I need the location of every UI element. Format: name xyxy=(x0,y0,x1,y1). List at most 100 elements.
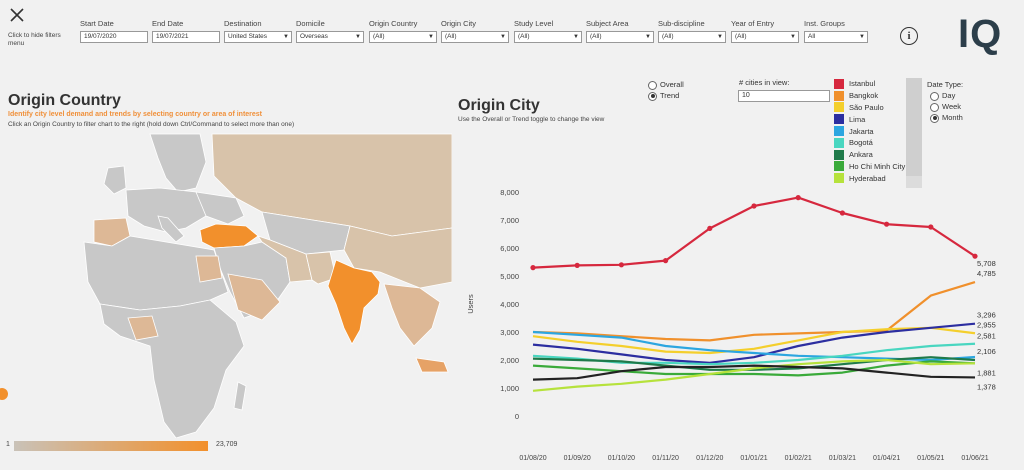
date-type-week[interactable]: Week xyxy=(930,102,961,112)
info-icon[interactable]: i xyxy=(900,27,918,45)
legend-swatch xyxy=(834,161,844,172)
sub-discipline-select[interactable]: (All) ▼ xyxy=(658,31,726,43)
origin-city-trend-chart[interactable]: 0 1,000 2,000 3,000 4,000 5,000 6,000 7,000 8,00… xyxy=(455,180,1024,470)
view-option-overall[interactable]: Overall xyxy=(648,80,684,90)
legend-scrollbar-thumb[interactable] xyxy=(906,78,922,176)
filter-origin-city[interactable]: Origin City (All) ▼ xyxy=(441,19,509,43)
x-tick-label: 01/01/21 xyxy=(740,455,767,462)
legend-swatch xyxy=(834,126,844,137)
end-value-label: 3,296 xyxy=(977,311,996,320)
map-region-saudi[interactable] xyxy=(227,273,281,321)
map-region-scandinavia[interactable] xyxy=(149,133,207,193)
filter-label: Origin City xyxy=(441,19,477,28)
legend-item[interactable]: Bogotá xyxy=(834,137,905,149)
legend-swatch xyxy=(834,173,844,184)
map-region-se-asia[interactable] xyxy=(383,283,441,347)
series-point xyxy=(928,224,934,230)
map-region-india[interactable] xyxy=(327,259,381,345)
series-point xyxy=(884,221,890,227)
map-region-uk[interactable] xyxy=(103,165,127,195)
legend-item[interactable]: São Paulo xyxy=(834,102,905,114)
legend-item[interactable]: Istanbul xyxy=(834,78,905,90)
map-region-pakistan[interactable] xyxy=(305,251,337,285)
series-point xyxy=(530,265,536,271)
map-region-italy[interactable] xyxy=(157,215,185,243)
legend-item[interactable]: Bangkok xyxy=(834,90,905,102)
x-tick-label: 01/12/20 xyxy=(696,455,723,462)
legend-item[interactable]: Jakarta xyxy=(834,125,905,137)
legend-item[interactable]: Hyderabad xyxy=(834,172,905,184)
dropdown-arrow-icon: ▼ xyxy=(428,34,434,40)
filter-label: Study Level xyxy=(514,19,554,28)
filter-study-level[interactable]: Study Level (All) ▼ xyxy=(514,19,582,43)
radio-button[interactable] xyxy=(648,91,657,101)
map-region-indonesia[interactable] xyxy=(415,357,449,373)
map-region-east-europe[interactable] xyxy=(195,191,245,225)
filter-subject-area[interactable]: Subject Area (All) ▼ xyxy=(586,19,654,43)
domicile-select[interactable]: Overseas ▼ xyxy=(296,31,364,43)
destination-select[interactable]: United States ▼ xyxy=(224,31,292,43)
dropdown-arrow-icon: ▼ xyxy=(790,34,796,40)
legend-swatch xyxy=(834,102,844,113)
filter-year-of-entry[interactable]: Year of Entry (All) ▼ xyxy=(731,19,799,43)
year-of-entry-select[interactable]: (All) ▼ xyxy=(731,31,799,43)
series-point xyxy=(795,195,801,201)
y-tick-label: 7,000 xyxy=(500,216,519,225)
x-tick-label: 01/04/21 xyxy=(873,455,900,462)
origin-country-hint: Click an Origin Country to filter chart … xyxy=(8,121,295,128)
filter-label: End Date xyxy=(152,19,184,28)
filter-domicile[interactable]: Domicile Overseas ▼ xyxy=(296,19,364,43)
date-type-label: Date Type: xyxy=(927,80,964,89)
map-region-egypt[interactable] xyxy=(195,255,223,283)
end-date-input[interactable]: 19/07/2021 xyxy=(152,31,220,43)
legend-item[interactable]: Lima xyxy=(834,113,905,125)
scale-min-label: 1 xyxy=(6,441,10,448)
view-option-trend[interactable]: Trend xyxy=(648,91,679,101)
study-level-select[interactable]: (All) ▼ xyxy=(514,31,582,43)
hide-filters-text[interactable]: Click to hide filters menu xyxy=(8,32,61,47)
map-region-nigeria[interactable] xyxy=(127,315,159,341)
radio-button[interactable] xyxy=(648,80,657,90)
x-tick-label: 01/11/20 xyxy=(652,455,679,462)
map-region-madagascar[interactable] xyxy=(233,381,247,411)
x-tick-label: 01/10/20 xyxy=(608,455,635,462)
series-line xyxy=(532,360,976,377)
date-type-month[interactable]: Month xyxy=(930,113,963,123)
radio-button[interactable] xyxy=(930,91,939,101)
subject-area-select[interactable]: (All) ▼ xyxy=(586,31,654,43)
origin-city-select[interactable]: (All) ▼ xyxy=(441,31,509,43)
start-date-input[interactable]: 19/07/2020 xyxy=(80,31,148,43)
radio-button[interactable] xyxy=(930,113,939,123)
legend-item[interactable]: Ho Chi Minh City xyxy=(834,161,905,173)
inst-groups-select[interactable]: All ▼ xyxy=(804,31,868,43)
map-region-turkey[interactable] xyxy=(199,223,259,249)
date-type-day[interactable]: Day xyxy=(930,91,955,101)
radio-button[interactable] xyxy=(930,102,939,112)
filter-inst-groups[interactable]: Inst. Groups All ▼ xyxy=(804,19,868,43)
filter-start-date[interactable]: Start Date 19/07/2020 xyxy=(80,19,148,43)
map-region-iran[interactable] xyxy=(257,235,313,283)
dropdown-arrow-icon: ▼ xyxy=(283,34,289,40)
close-x-icon[interactable] xyxy=(8,6,26,24)
filter-sub-discipline[interactable]: Sub-discipline (All) ▼ xyxy=(658,19,726,43)
series-line xyxy=(532,326,976,355)
filter-destination[interactable]: Destination United States ▼ xyxy=(224,19,292,43)
dropdown-arrow-icon: ▼ xyxy=(717,34,723,40)
map-region-americas-edge[interactable] xyxy=(0,388,8,400)
filter-origin-country[interactable]: Origin Country (All) ▼ xyxy=(369,19,437,43)
legend-swatch xyxy=(834,137,844,148)
map-region-europe[interactable] xyxy=(125,187,215,233)
origin-country-map[interactable] xyxy=(0,132,452,438)
x-tick-label: 01/08/20 xyxy=(519,455,546,462)
filter-end-date[interactable]: End Date 19/07/2021 xyxy=(152,19,220,43)
legend-item[interactable]: Ankara xyxy=(834,149,905,161)
n-cities-input[interactable]: 10 xyxy=(738,90,830,102)
end-value-label: 2,955 xyxy=(977,320,996,329)
scale-max-label: 23,709 xyxy=(216,441,238,448)
x-tick-label: 01/05/21 xyxy=(917,455,944,462)
origin-country-select[interactable]: (All) ▼ xyxy=(369,31,437,43)
filter-label: Start Date xyxy=(80,19,114,28)
origin-city-title: Origin City xyxy=(458,97,540,114)
series-line xyxy=(532,322,976,364)
map-region-china[interactable] xyxy=(343,225,452,289)
